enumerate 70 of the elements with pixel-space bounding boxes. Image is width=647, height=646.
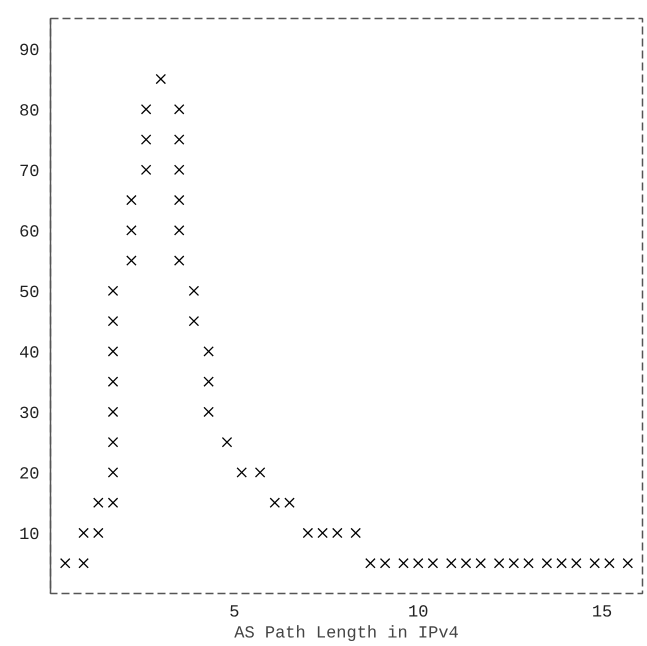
point bbox=[428, 558, 438, 568]
point bbox=[222, 436, 232, 448]
point bbox=[270, 497, 280, 508]
point bbox=[108, 406, 118, 418]
y-tick-label: 60 bbox=[19, 223, 40, 242]
point bbox=[174, 255, 184, 266]
point bbox=[188, 286, 200, 296]
point bbox=[174, 134, 184, 145]
point bbox=[604, 558, 615, 568]
x-tick-label: 10 bbox=[408, 604, 428, 622]
x-tick-label: 15 bbox=[592, 604, 612, 622]
point bbox=[174, 164, 184, 176]
point bbox=[174, 225, 184, 236]
y-tick-label: 70 bbox=[19, 162, 40, 182]
point bbox=[93, 528, 104, 538]
point bbox=[460, 558, 472, 568]
point bbox=[108, 346, 118, 357]
point bbox=[284, 497, 295, 508]
point bbox=[60, 558, 70, 568]
point bbox=[203, 406, 214, 418]
point bbox=[203, 346, 214, 357]
point bbox=[571, 558, 582, 568]
y-tick-label: 80 bbox=[19, 102, 40, 122]
y-tick-label: 10 bbox=[19, 526, 40, 545]
point bbox=[140, 134, 152, 145]
y-tick-label: 30 bbox=[19, 404, 40, 424]
point bbox=[140, 164, 152, 176]
x-tick-label: 5 bbox=[229, 604, 240, 622]
point bbox=[108, 286, 118, 296]
point bbox=[475, 558, 486, 568]
y-tick-label: 90 bbox=[19, 42, 40, 61]
point bbox=[108, 497, 118, 508]
point bbox=[494, 558, 504, 568]
point bbox=[350, 528, 361, 538]
y-tick-label: 50 bbox=[19, 284, 40, 303]
y-tick-label: 20 bbox=[19, 465, 40, 484]
point bbox=[556, 558, 567, 568]
point bbox=[380, 558, 390, 568]
point bbox=[78, 558, 89, 568]
point bbox=[622, 558, 634, 568]
point bbox=[365, 558, 376, 568]
point bbox=[126, 194, 137, 206]
point bbox=[156, 74, 166, 84]
point bbox=[108, 316, 118, 326]
point bbox=[203, 376, 214, 387]
point bbox=[302, 528, 314, 538]
point bbox=[126, 225, 137, 236]
point bbox=[174, 194, 184, 206]
point bbox=[108, 436, 118, 448]
point bbox=[93, 497, 104, 508]
point bbox=[174, 104, 184, 115]
point bbox=[140, 104, 152, 115]
point bbox=[542, 558, 552, 568]
point bbox=[126, 255, 137, 266]
point bbox=[412, 558, 424, 568]
point bbox=[446, 558, 457, 568]
y-tick-label: 40 bbox=[19, 344, 40, 364]
point bbox=[108, 376, 118, 387]
point bbox=[254, 467, 266, 478]
x-axis-title: AS Path Length in IPv4 bbox=[234, 624, 459, 644]
point bbox=[523, 558, 534, 568]
point bbox=[317, 528, 328, 538]
point bbox=[398, 558, 409, 568]
point bbox=[236, 467, 247, 478]
point bbox=[508, 558, 520, 568]
point bbox=[332, 528, 343, 538]
point bbox=[78, 528, 89, 538]
point bbox=[188, 316, 200, 326]
point bbox=[108, 467, 118, 478]
point bbox=[589, 558, 600, 568]
